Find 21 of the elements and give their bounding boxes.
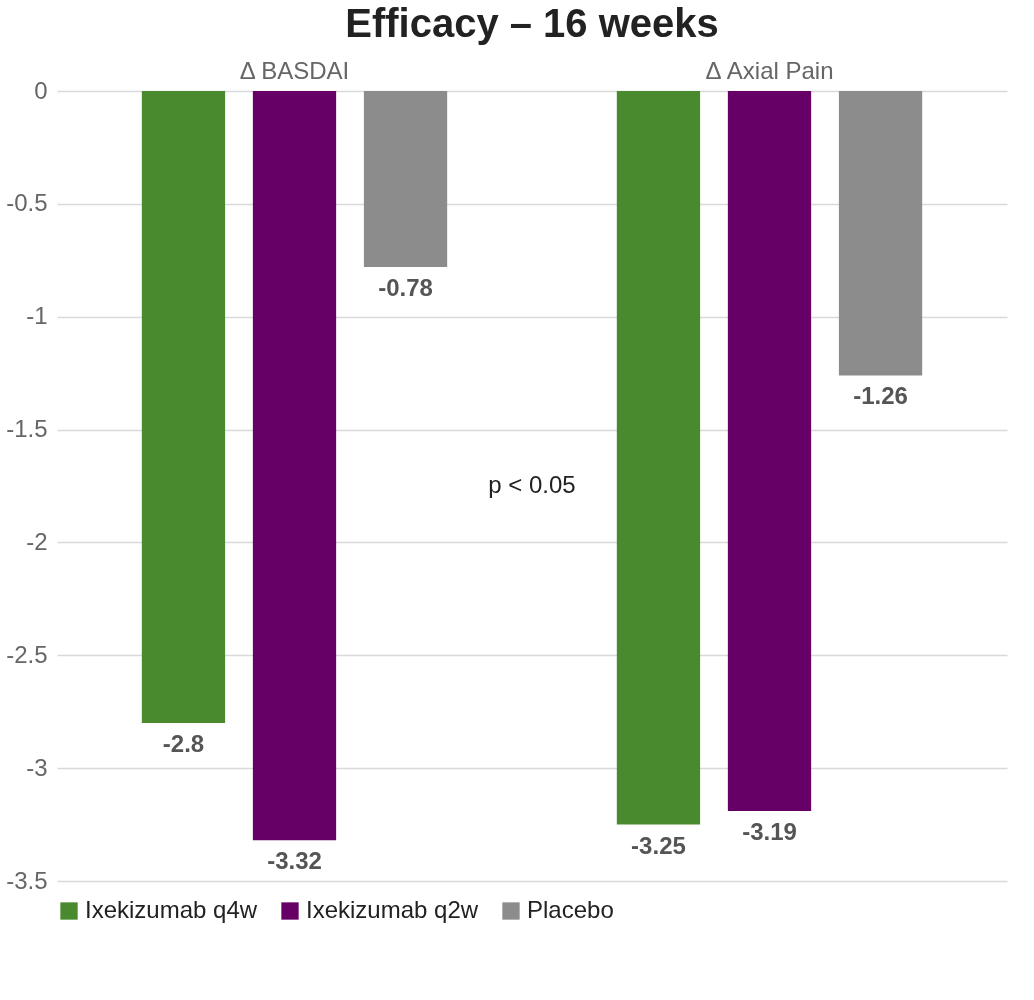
y-tick-label: -1 (26, 302, 48, 330)
data-label: -3.19 (742, 818, 797, 846)
legend-label: Placebo (527, 896, 614, 923)
data-label: -1.26 (853, 382, 908, 410)
y-tick-label: -2.5 (6, 640, 48, 668)
annotation: p < 0.05 (488, 471, 576, 498)
y-tick-label: -3 (26, 753, 48, 781)
data-label: -3.25 (631, 831, 686, 859)
y-tick-label: -3.5 (6, 866, 48, 894)
data-label: -0.78 (378, 274, 433, 302)
legend-label: Ixekizumab q2w (306, 896, 479, 923)
chart-title: Efficacy – 16 weeks (345, 1, 719, 45)
data-label: -2.8 (162, 730, 205, 757)
x-tick-label: Δ Axial Pain (705, 56, 834, 84)
y-tick-label: -0.5 (6, 189, 48, 217)
x-tick-label: Δ BASDAI (239, 56, 350, 84)
data-label: -3.32 (267, 847, 322, 875)
y-tick-label: 0 (34, 76, 48, 104)
y-tick-label: -2 (26, 527, 48, 555)
y-tick-label: -1.5 (6, 415, 48, 443)
legend-label: Ixekizumab q4w (85, 896, 258, 923)
